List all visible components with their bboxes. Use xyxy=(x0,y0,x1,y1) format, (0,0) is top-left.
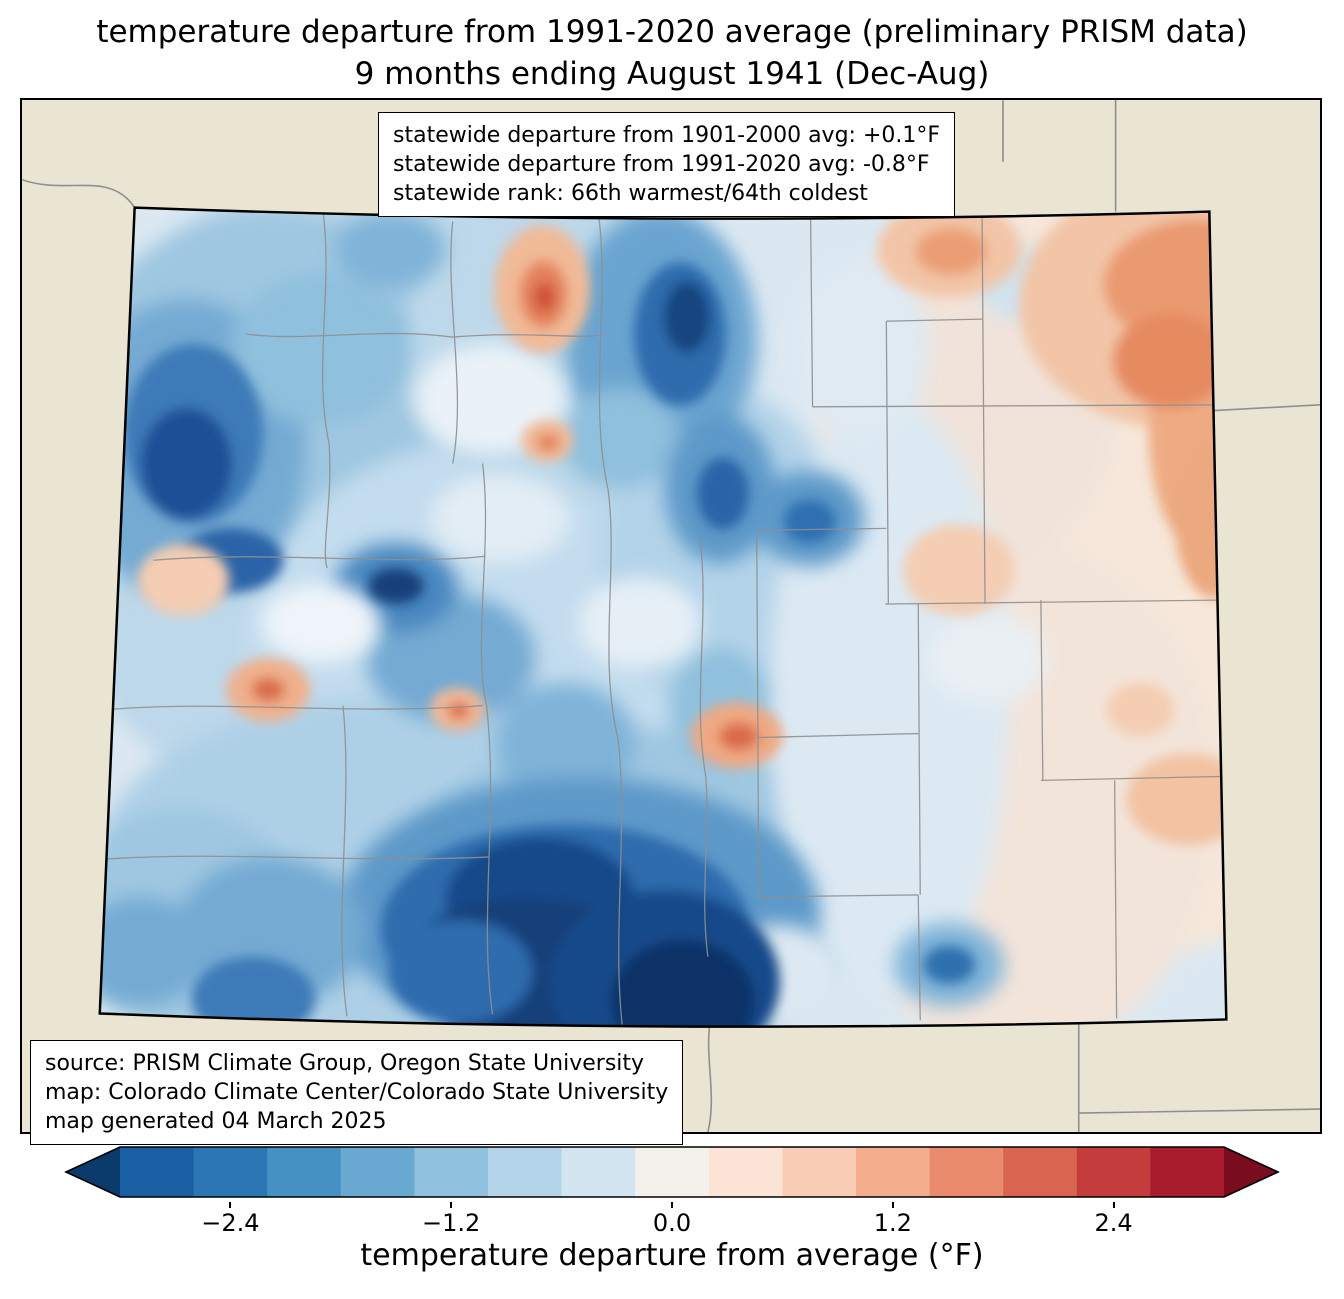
source-line-3: map generated 04 March 2025 xyxy=(45,1109,387,1135)
temperature-field xyxy=(99,207,1227,1027)
stats-box: statewide departure from 1901-2000 avg: … xyxy=(378,112,956,218)
colorbar-tick xyxy=(450,1202,453,1208)
colorbar-outline xyxy=(64,1146,1280,1198)
colorbar-axis-label: temperature departure from average (°F) xyxy=(360,1238,984,1273)
colorbar-tick-label: 2.4 xyxy=(1094,1209,1133,1237)
colorbar-tick xyxy=(891,1202,894,1208)
colorbar-under-arrow xyxy=(66,1147,120,1197)
colorbar-tick-label: −1.2 xyxy=(422,1209,481,1237)
chart-title-line2: 9 months ending August 1941 (Dec-Aug) xyxy=(354,56,990,92)
colorbar-ticks: −2.4 −1.2 0.0 1.2 2.4 xyxy=(64,1202,1280,1240)
colorbar: −2.4 −1.2 0.0 1.2 2.4 xyxy=(64,1146,1280,1240)
colorado-map xyxy=(22,100,1320,1132)
colorbar-tick-label: −2.4 xyxy=(201,1209,260,1237)
source-line-2: map: Colorado Climate Center/Colorado St… xyxy=(45,1080,669,1106)
stats-line-3: statewide rank: 66th warmest/64th coldes… xyxy=(393,181,868,207)
chart-title-line1: temperature departure from 1991-2020 ave… xyxy=(96,14,1248,50)
colorbar-tick xyxy=(229,1202,232,1208)
colorbar-tick-label: 0.0 xyxy=(652,1209,692,1237)
colorbar-tick-label: 1.2 xyxy=(873,1209,912,1237)
colorbar-segments xyxy=(120,1147,1225,1197)
stats-line-1: statewide departure from 1901-2000 avg: … xyxy=(393,123,941,148)
neighbor-borders xyxy=(22,100,1320,1132)
colorbar-tick xyxy=(1112,1202,1115,1208)
colorbar-tick xyxy=(671,1202,673,1208)
source-box: source: PRISM Climate Group, Oregon Stat… xyxy=(30,1040,684,1146)
county-lines xyxy=(106,211,1225,1025)
map-panel xyxy=(20,98,1322,1134)
colorbar-over-arrow xyxy=(1224,1147,1278,1197)
colorbar-bar xyxy=(64,1146,1280,1198)
stats-line-2: statewide departure from 1991-2020 avg: … xyxy=(393,152,930,178)
source-line-1: source: PRISM Climate Group, Oregon Stat… xyxy=(45,1051,645,1076)
